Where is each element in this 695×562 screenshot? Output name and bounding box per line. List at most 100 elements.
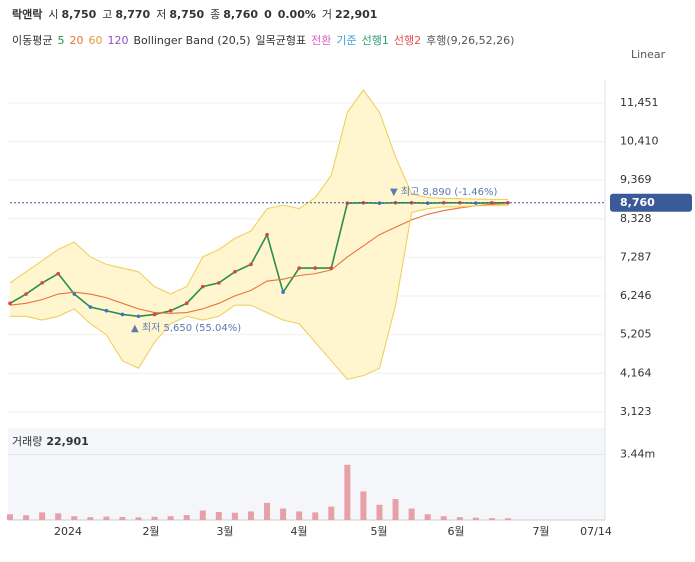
price-point — [8, 301, 12, 306]
x-tick-label: 6월 — [447, 525, 464, 538]
price-point — [168, 308, 173, 313]
header-item: 거 — [322, 8, 332, 21]
y-tick-label: 10,410 — [620, 135, 659, 148]
header-item: 8,750 — [169, 8, 204, 21]
price-point — [217, 281, 221, 285]
header-item: 락앤락 — [12, 7, 42, 21]
x-tick-label: 3월 — [216, 525, 233, 538]
series-line — [9, 202, 509, 314]
volume-bar — [167, 516, 174, 520]
price-point — [88, 305, 93, 309]
volume-bar — [392, 499, 399, 520]
price-point — [40, 281, 44, 285]
volume-bar — [119, 516, 126, 520]
volume-bar — [151, 516, 158, 520]
price-point — [200, 284, 205, 289]
y-tick-label: 3,123 — [620, 405, 652, 418]
volume-bar — [87, 517, 94, 520]
header-item: 8,750 — [62, 8, 97, 21]
volume-bar — [408, 508, 415, 520]
ma-period: 120 — [107, 34, 128, 47]
volume-bar — [135, 517, 142, 520]
x-tick-label: 07/14 — [580, 525, 612, 538]
volume-bar — [23, 515, 30, 520]
x-tick-label: 4월 — [290, 525, 307, 538]
volume-bar — [55, 513, 62, 520]
y-tick-label: 8,328 — [620, 212, 652, 225]
volume-bar — [280, 508, 287, 520]
volume-bar — [231, 512, 238, 520]
header-item: 8,760 — [223, 8, 258, 21]
price-point — [233, 269, 237, 274]
header-item: 0.00% — [278, 8, 316, 21]
volume-bar — [312, 512, 319, 520]
volume-bar — [7, 514, 13, 520]
header-item: 고 — [102, 8, 112, 21]
indicator-label: 일목균형표 — [255, 33, 306, 47]
x-tick-label: 2024 — [54, 525, 82, 538]
volume-value: 22,901 — [46, 435, 88, 448]
scale-label[interactable]: Linear — [631, 48, 666, 61]
volume-bar — [424, 514, 431, 520]
indicator-label: Bollinger Band (20,5) — [133, 34, 250, 47]
ichimoku-item: 전환 — [311, 34, 331, 47]
ma-period: 20 — [69, 34, 83, 47]
volume-bar — [199, 510, 206, 520]
volume-bar — [360, 491, 367, 520]
volume-bar — [472, 517, 479, 520]
header-item: 8,770 — [115, 8, 150, 21]
price-point — [297, 266, 301, 270]
price-point — [24, 292, 28, 296]
x-tick-label: 7월 — [532, 525, 549, 538]
series-line — [9, 201, 508, 318]
price-point — [72, 292, 77, 296]
volume-bar — [183, 515, 190, 520]
volume-bar — [39, 512, 46, 520]
volume-tick-label: 3.44m — [620, 447, 655, 460]
ichimoku-item: 선행1 — [362, 34, 389, 47]
header-item: 22,901 — [335, 8, 377, 21]
volume-bar — [488, 518, 495, 520]
y-tick-label: 11,451 — [620, 96, 659, 109]
series-line — [10, 204, 509, 380]
volume-bar — [376, 504, 383, 520]
y-tick-label: 9,369 — [620, 173, 652, 186]
header-item: 저 — [156, 8, 166, 21]
y-tick-label: 4,164 — [620, 366, 652, 379]
volume-title: 거래량 — [12, 435, 42, 448]
ichimoku-item: 선행2 — [394, 34, 421, 47]
volume-bar — [344, 464, 351, 520]
ichimoku-item: 기준 — [336, 34, 356, 47]
x-tick-label: 2월 — [142, 525, 159, 538]
price-point — [120, 312, 125, 317]
volume-bar — [328, 506, 335, 520]
y-tick-label: 6,246 — [620, 289, 652, 302]
price-point — [136, 314, 141, 319]
price-point — [313, 266, 318, 270]
volume-bar — [247, 511, 254, 520]
series-line — [9, 89, 508, 295]
volume-bar — [456, 517, 463, 520]
y-tick-label: 5,205 — [620, 328, 652, 341]
price-point — [56, 271, 60, 276]
last-price-tag — [610, 193, 692, 212]
header-item: 시 — [48, 8, 58, 21]
volume-bar — [296, 511, 303, 520]
price-point — [104, 308, 109, 313]
price-point — [249, 262, 253, 267]
volume-bar — [440, 516, 447, 520]
ma-period: 60 — [88, 34, 102, 47]
y-tick-label: 7,287 — [620, 250, 652, 263]
annotation-low: ▲ 최저 5,650 (55.04%) — [131, 322, 241, 334]
header-item: 종 — [210, 8, 220, 21]
price-point — [152, 312, 157, 317]
last-price-label: 8,760 — [620, 196, 655, 209]
volume-panel — [8, 428, 605, 520]
price-point — [281, 290, 285, 294]
volume-bar — [103, 516, 110, 520]
ma-period: 5 — [57, 34, 64, 47]
price-point — [329, 266, 334, 270]
header-item: 0 — [264, 8, 272, 21]
volume-bar — [505, 518, 511, 520]
